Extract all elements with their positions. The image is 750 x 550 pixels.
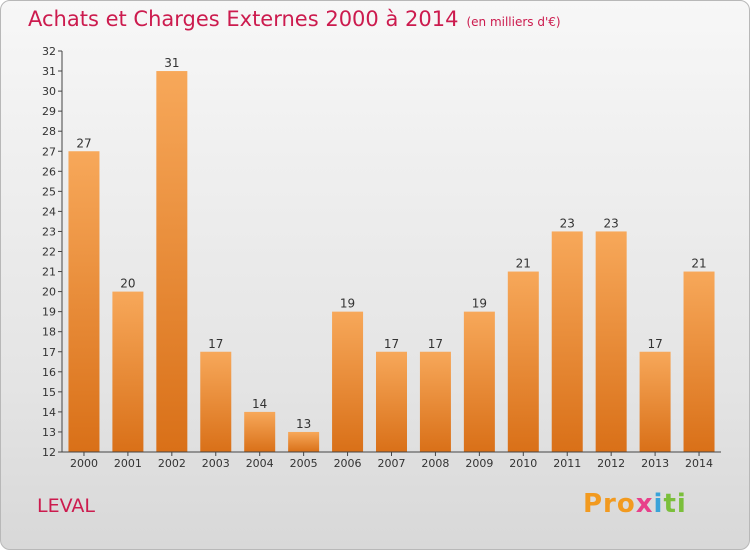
city-name: LEVAL	[37, 495, 95, 517]
y-tick-label: 26	[42, 165, 56, 178]
chart-unit: (en milliers d'€)	[466, 15, 561, 29]
value-label: 17	[647, 337, 662, 351]
value-label: 19	[472, 297, 487, 311]
value-label: 14	[252, 397, 267, 411]
value-label: 17	[428, 337, 443, 351]
x-tick-label: 2009	[465, 457, 493, 470]
y-tick-label: 20	[42, 286, 56, 299]
x-tick-label: 2014	[685, 457, 713, 470]
bars-group: 27 20 31 17 14 13 19 17 17 19 21 23 23 17 21	[68, 56, 715, 453]
x-tick-label: 2006	[334, 457, 362, 470]
y-tick-label: 29	[42, 105, 56, 118]
bar-2012	[595, 231, 627, 452]
y-tick-label: 24	[42, 205, 56, 218]
value-label: 20	[120, 277, 135, 291]
y-tick-label: 18	[42, 326, 56, 339]
y-tick-label: 22	[42, 246, 56, 259]
bar-2003	[200, 351, 232, 452]
value-label: 27	[76, 136, 91, 150]
x-tick-label: 2002	[158, 457, 186, 470]
axes-group: 12 13 14 15 16 17 18 19 20 21 22 23 24 25 26 27 28 29 30 31…	[42, 45, 721, 470]
y-tick-label: 17	[42, 346, 56, 359]
x-tick-label: 2007	[378, 457, 406, 470]
y-tick-label: 13	[42, 426, 56, 439]
chart-title: Achats et Charges Externes 2000 à 2014 (e…	[28, 7, 561, 31]
value-label: 23	[604, 216, 619, 230]
y-tick-label: 25	[42, 185, 56, 198]
y-tick-label: 16	[42, 366, 56, 379]
value-label: 17	[208, 337, 223, 351]
x-tick-label: 2012	[597, 457, 625, 470]
bar-2009	[463, 311, 495, 452]
x-tick-label: 2004	[246, 457, 274, 470]
y-tick-label: 27	[42, 145, 56, 158]
value-label: 21	[516, 257, 531, 271]
y-tick-label: 30	[42, 85, 56, 98]
bar-2000	[68, 151, 100, 452]
x-tick-label: 2003	[202, 457, 230, 470]
y-tick-label: 19	[42, 306, 56, 319]
y-tick-label: 21	[42, 266, 56, 279]
x-tick-label: 2000	[70, 457, 98, 470]
x-tick-label: 2011	[553, 457, 581, 470]
bar-2001	[112, 291, 144, 452]
chart-title-text: Achats et Charges Externes 2000 à 2014	[28, 7, 459, 31]
y-tick-label: 23	[42, 225, 56, 238]
bar-2002	[156, 71, 188, 453]
bar-2010	[507, 271, 539, 452]
value-label: 31	[164, 56, 179, 70]
bar-2011	[551, 231, 583, 452]
bar-2013	[639, 351, 671, 452]
value-label: 17	[384, 337, 399, 351]
y-tick-label: 28	[42, 125, 56, 138]
y-tick-label: 12	[42, 446, 56, 459]
proxiti-logo: Proxiti	[583, 489, 687, 519]
bar-2014	[683, 271, 715, 452]
y-tick-label: 31	[42, 65, 56, 78]
x-tick-label: 2013	[641, 457, 669, 470]
y-tick-label: 14	[42, 406, 56, 419]
value-label: 23	[560, 216, 575, 230]
bar-2005	[288, 431, 320, 452]
value-label: 19	[340, 297, 355, 311]
bar-2006	[332, 311, 364, 452]
bar-2008	[419, 351, 451, 452]
value-label: 13	[296, 417, 311, 431]
y-tick-label: 15	[42, 386, 56, 399]
x-tick-label: 2005	[290, 457, 318, 470]
bar-2004	[244, 411, 276, 452]
value-label: 21	[691, 257, 706, 271]
bar-2007	[376, 351, 407, 452]
y-tick-label: 32	[42, 45, 56, 58]
x-tick-label: 2010	[509, 457, 537, 470]
x-tick-label: 2008	[421, 457, 449, 470]
x-tick-label: 2001	[114, 457, 142, 470]
